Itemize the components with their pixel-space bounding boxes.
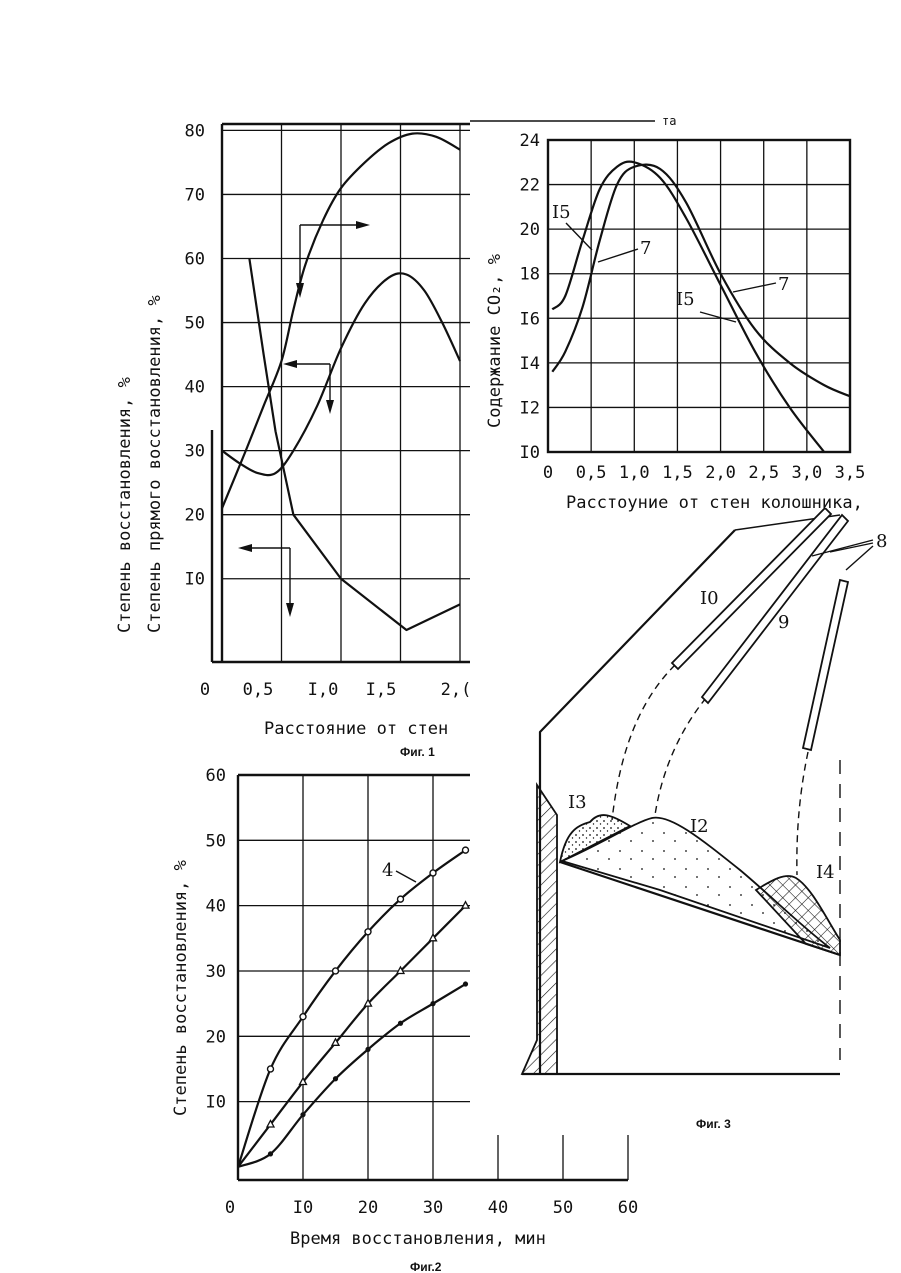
fig2-marker-circle [398,896,404,902]
co2-label-15-right: I5 [676,289,695,310]
fig1-xlabel: Расстояние от стен [264,719,448,739]
fig2-y-tick-label: 20 [206,1027,226,1047]
co2-y-tick-label: I6 [520,309,540,329]
co2-ylabel: Содержание CO₂, % [485,254,505,428]
fig2-x-tick-label: 20 [358,1198,378,1218]
fig2-marker-circle [300,1014,306,1020]
co2-x-tick-label: 0,5 [576,463,607,483]
fig1-y-ticks: 80 70 60 50 40 30 20 I0 [185,121,205,589]
fig3-label-8: 8 [876,531,887,552]
fig2-x-tick-label: 50 [553,1198,573,1218]
fig2-y-tick-label: 60 [206,766,226,786]
fig2-marker-circle [333,968,339,974]
co2-x-tick-label: 0 [543,463,553,483]
fig3-label-12: I2 [690,816,709,837]
fig1-y-tick-label: 20 [185,506,205,526]
fig2-xlabel: Время восстановления, мин [290,1229,546,1249]
fig1-ylabel-inner: Степень прямого восстановления, % [145,295,165,633]
co2-x-tick-label: 2,0 [705,463,736,483]
co2-y-tick-label: I2 [520,398,540,418]
co2-header-fragment: та [662,114,676,128]
fig2-marker-dot [398,1021,403,1026]
fig3-label-14: I4 [816,862,835,883]
co2-y-tick-label: 18 [520,265,540,285]
fig2-curve-label-4: 4 [382,860,393,881]
fig2-x-tick-label: I0 [293,1198,313,1218]
fig2-marker-circle [268,1066,274,1072]
co2-y-tick-label: 24 [520,131,540,151]
fig3-label-10: I0 [700,588,719,609]
co2-y-tick-label: 22 [520,176,540,196]
fig2-x-tick-label: 0 [225,1198,235,1218]
fig3-drawing: I0 9 8 I3 I2 I4 Фиг. 3 [470,505,901,1131]
fig2-marker-dot [300,1112,305,1117]
fig2-marker-triangle [462,902,469,909]
co2-label-15-left: I5 [552,202,571,223]
fig2-curves [238,850,466,1167]
fig1-y-tick-label: 30 [185,442,205,462]
fig2-ylabel: Степень восстановления, % [171,860,191,1116]
co2-label-7-right: 7 [778,274,789,295]
fig1-x-tick-label: 0 [200,680,210,700]
fig3-label-9: 9 [778,612,789,633]
co2-y-tick-label: I0 [520,443,540,463]
fig2-marker-dot [430,1001,435,1006]
fig1-x-tick-label: I,5 [366,680,397,700]
co2-xlabel: Расстоуние от стен колошника, [566,493,863,513]
co2-label-7-left: 7 [640,238,651,259]
fig1-x-tick-label: 2,( [441,680,472,700]
fig3-label-13: I3 [568,792,587,813]
fig2-x-tick-label: 60 [618,1198,638,1218]
fig3-caption: Фиг. 3 [696,1117,731,1131]
fig1-caption: Фиг. 1 [400,745,435,759]
fig2-x-tick-label: 40 [488,1198,508,1218]
fig2-series-1-line [238,850,466,1167]
fig2-marker-circle [365,929,371,935]
fig2-marker-dot [268,1151,273,1156]
fig1-y-tick-label: 80 [185,121,205,141]
fig1-x-tick-label: I,0 [308,680,339,700]
fig1-x-ticks: 0 0,5 I,0 I,5 2,( [200,680,471,700]
fig2-series-3-line [238,984,466,1167]
fig1-ylabel-outer: Степень восстановления, % [115,377,135,633]
fig2-marker-circle [430,870,436,876]
fig2-y-tick-label: 30 [206,962,226,982]
co2-y-tick-label: I4 [520,354,540,374]
fig1-y-tick-label: 40 [185,378,205,398]
fig2-y-tick-label: 40 [206,897,226,917]
co2-chart: та 24 22 20 18 I6 I4 I2 I0 0 0,5 1,0 1,5 2,0 2,5 3,0 3… [470,114,901,513]
fig2-caption: Фиг.2 [410,1260,442,1273]
fig2-marker-dot [333,1076,338,1081]
fig2-x-tick-label: 30 [423,1198,443,1218]
fig1-y-tick-label: I0 [185,570,205,590]
fig2-marker-circle [463,847,469,853]
fig1-y-tick-label: 60 [185,250,205,270]
fig2-marker-dot [463,981,468,986]
co2-x-tick-label: 3,5 [835,463,866,483]
fig1-y-tick-label: 50 [185,314,205,334]
fig1-y-tick-label: 70 [185,185,205,205]
fig1-x-tick-label: 0,5 [243,680,274,700]
fig2-x-ticks: 0 I0 20 30 40 50 60 [225,1198,638,1218]
fig2-y-ticks: 60 50 40 30 20 I0 [206,766,226,1113]
fig2-y-tick-label: 50 [206,831,226,851]
co2-x-tick-label: 2,5 [748,463,779,483]
fig2-marker-dot [365,1047,370,1052]
co2-x-tick-label: 1,0 [619,463,650,483]
fig1-chart: 80 70 60 50 40 30 20 I0 0 0,5 I,0 I,5 2,( Степень в… [115,121,471,759]
co2-y-tick-label: 20 [520,220,540,240]
co2-x-tick-label: 1,5 [662,463,693,483]
fig2-y-tick-label: I0 [206,1093,226,1113]
fig2-label-leader [396,871,416,882]
co2-x-tick-label: 3,0 [791,463,822,483]
